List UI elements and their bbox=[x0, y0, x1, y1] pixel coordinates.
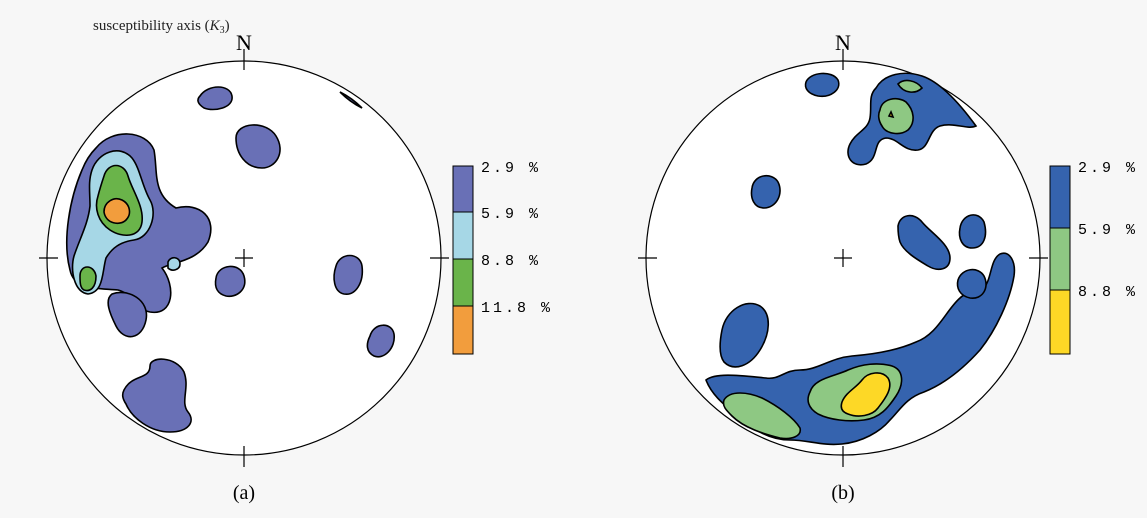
contour-a-level1-tail bbox=[107, 291, 148, 338]
caption-b: (b) bbox=[831, 482, 854, 504]
stereonet-b: N (b) 2.9 % 5.9 % 8.8 % bbox=[638, 30, 1138, 504]
contour-b-level1-right-small bbox=[958, 214, 987, 249]
legend-b-swatch-3 bbox=[1049, 289, 1071, 355]
legend-a-swatch-2 bbox=[452, 211, 474, 260]
contour-b-level1-left-small bbox=[750, 175, 781, 209]
contour-a-level3-small bbox=[79, 266, 97, 292]
contour-a-level1-blob-center bbox=[214, 265, 246, 298]
legend-b-swatch-2 bbox=[1049, 227, 1071, 291]
contours-a bbox=[65, 86, 395, 433]
legend-b-label-3: 8.8 % bbox=[1078, 284, 1138, 301]
contour-b-level3-dot bbox=[887, 110, 895, 119]
contour-b-level2-top bbox=[877, 97, 914, 135]
contour-a-level1-rim-sliver bbox=[339, 91, 363, 109]
contour-b-level2-bottom-left bbox=[722, 392, 802, 440]
contour-b-level1-bottom-band bbox=[705, 252, 1016, 446]
legend-a-label-2: 5.9 % bbox=[481, 206, 541, 223]
contours-b bbox=[705, 72, 1016, 446]
contour-a-level1-blob-top bbox=[197, 86, 233, 111]
contour-a-level1-blob-ellipse bbox=[235, 124, 281, 169]
contour-a-level1-blob-right2 bbox=[366, 324, 395, 358]
stereonet-a-ticks bbox=[39, 49, 449, 467]
contour-a-level1-blob-bottom bbox=[121, 358, 192, 433]
legend-a: 2.9 % 5.9 % 8.8 % 11.8 % bbox=[452, 160, 553, 355]
contour-a-level1-blob-right1 bbox=[333, 254, 364, 295]
caption-a: (a) bbox=[233, 482, 255, 504]
contour-b-level2-top-sliver bbox=[896, 79, 924, 93]
contour-a-level2-small bbox=[167, 256, 181, 271]
legend-b-label-1: 2.9 % bbox=[1078, 160, 1138, 177]
contour-b-level1-rim-blob bbox=[956, 268, 987, 299]
legend-b-swatch-1 bbox=[1049, 165, 1071, 229]
legend-a-swatch-1 bbox=[452, 165, 474, 213]
legend-a-label-3: 8.8 % bbox=[481, 253, 541, 270]
stereonet-b-ticks bbox=[638, 49, 1048, 467]
contour-b-level1-center-right bbox=[897, 214, 951, 271]
contour-b-level3 bbox=[840, 372, 891, 417]
north-label-b: N bbox=[835, 30, 851, 55]
north-label-a: N bbox=[236, 30, 252, 55]
legend-a-label-4: 11.8 % bbox=[481, 300, 553, 317]
contour-b-level1-left-oval bbox=[719, 302, 770, 368]
stereonet-a: N (a) 2.9 % 5.9 % 8.8 % 11.8 % bbox=[39, 30, 553, 504]
legend-a-swatch-3 bbox=[452, 258, 474, 307]
legend-a-swatch-4 bbox=[452, 305, 474, 355]
contour-b-level1-top-left bbox=[804, 72, 840, 98]
legend-a-label-1: 2.9 % bbox=[481, 160, 541, 177]
legend-b-label-2: 5.9 % bbox=[1078, 222, 1138, 239]
contour-a-level4 bbox=[103, 197, 131, 225]
legend-b: 2.9 % 5.9 % 8.8 % bbox=[1049, 160, 1138, 355]
header-text: susceptibility axis (K3) bbox=[93, 18, 230, 36]
